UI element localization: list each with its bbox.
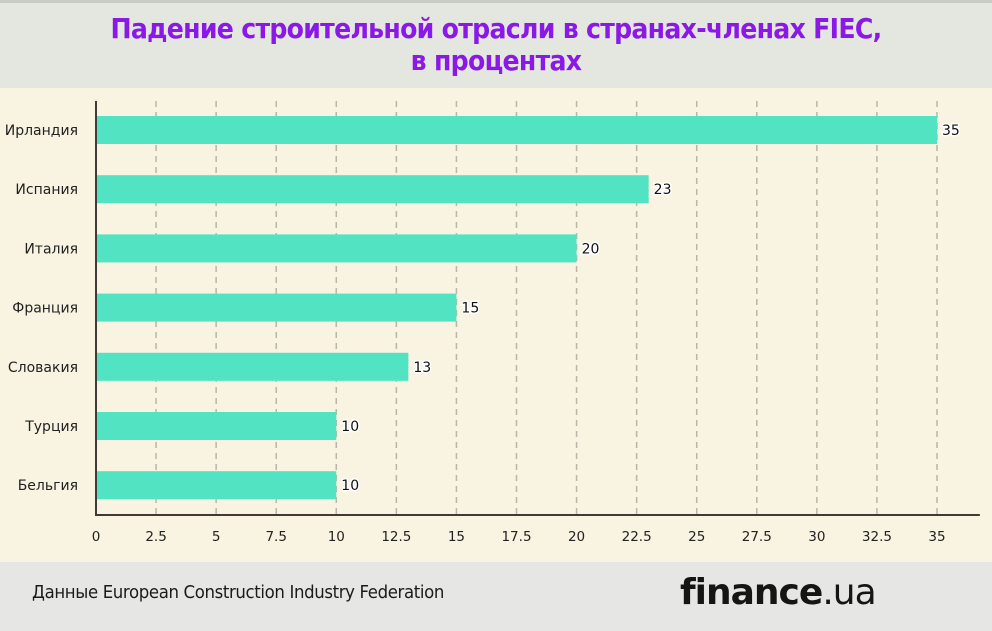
x-tick-label: 22.5 [622,529,652,545]
gridlines [155,101,938,515]
plot-area: Ирландия Испания Италия Франция Словакия Турц… [0,88,992,562]
x-tick-label: 30 [808,529,825,545]
data-label: 13 [413,360,431,376]
bar [96,352,409,381]
axes [95,101,980,516]
source-note: Данные European Construction Industry Fe… [32,582,445,603]
chart-title: Падение строительной отрасли в странах-ч… [50,13,943,77]
category-label: Турция [24,419,78,435]
x-tick-label: 35 [928,529,945,545]
bar [96,471,337,500]
data-label: 23 [654,182,672,198]
data-label: 15 [461,301,479,317]
chart-title-line1: Падение строительной отрасли в странах-ч… [110,12,883,45]
x-tick-label: 12.5 [381,529,411,545]
data-label: 20 [582,241,600,257]
data-label: 35 [942,123,960,139]
logo-tld: .ua [822,572,876,613]
bar-chart: Ирландия Испания Италия Франция Словакия Турц… [5,101,980,545]
x-tick-label: 17.5 [501,529,531,545]
data-label: 10 [341,419,359,435]
x-tick-label: 0 [92,529,101,545]
category-label: Испания [15,182,78,198]
x-tick-label: 32.5 [862,529,892,545]
bar [96,116,937,144]
footer: Данные European Construction Industry Fe… [0,562,992,631]
bar [96,175,649,204]
x-tick-label: 27.5 [742,529,772,545]
data-labels: 35 23 20 15 13 10 10 [340,122,962,496]
category-label: Словакия [8,360,78,376]
data-label: 10 [341,478,359,494]
category-label: Бельгия [18,478,78,494]
category-label: Италия [24,241,78,257]
bars [96,116,937,500]
x-tick-label: 25 [688,529,705,545]
x-tick-label: 10 [328,529,345,545]
x-tick-label: 5 [212,529,221,545]
bar [96,234,577,263]
x-tick-label: 15 [448,529,465,545]
logo-brand: finance [680,572,823,613]
x-tick-label: 7.5 [265,529,286,545]
finance-ua-logo: finance.ua [680,572,877,613]
x-tick-label: 2.5 [145,529,166,545]
header: Падение строительной отрасли в странах-ч… [0,0,992,88]
x-tick-label: 20 [568,529,585,545]
category-labels: Ирландия Испания Италия Франция Словакия Турц… [5,123,78,494]
category-label: Ирландия [5,123,78,139]
bar [96,293,457,322]
category-label: Франция [12,301,78,317]
bar [96,412,337,440]
chart-title-line2: в процентах [410,44,582,77]
tick-labels: 0 2.5 5 7.5 10 12.5 15 17.5 20 22.5 25 27.5 30 32.5 35 [92,529,946,545]
